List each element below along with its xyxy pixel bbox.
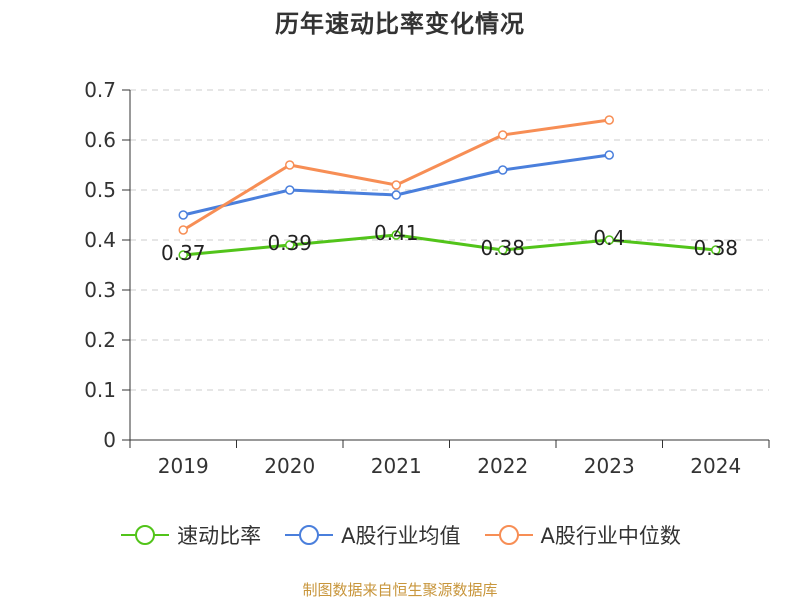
x-tick-label: 2020	[264, 454, 315, 478]
data-point	[391, 190, 401, 200]
data-point	[604, 115, 614, 125]
y-tick-label: 0.6	[84, 128, 116, 152]
data-point	[178, 210, 188, 220]
data-point	[498, 130, 508, 140]
legend: 速动比率 A股行业均值 A股行业中位数	[0, 520, 800, 550]
data-point	[285, 240, 295, 250]
data-label: 0.41	[374, 221, 419, 245]
y-tick-label: 0.4	[84, 228, 116, 252]
y-tick-label: 0.5	[84, 178, 116, 202]
data-point	[711, 245, 721, 255]
legend-marker-icon	[484, 525, 533, 545]
y-tick-label: 0	[103, 428, 116, 452]
grid-lines	[130, 89, 769, 391]
axes: 0 0.1 0.2 0.3 0.4 0.5 0.6 0.7 2019 2020 2021 2022 20…	[84, 78, 770, 478]
data-point	[391, 230, 401, 240]
series-line	[183, 233, 716, 257]
data-point	[285, 160, 295, 170]
data-point	[285, 185, 295, 195]
data-point	[391, 180, 401, 190]
chart-title: 历年速动比率变化情况	[275, 10, 525, 38]
data-point	[604, 235, 614, 245]
x-tick-label: 2019	[158, 454, 209, 478]
data-point	[498, 165, 508, 175]
legend-item[interactable]: A股行业均值	[283, 520, 461, 550]
series-lines	[178, 115, 721, 260]
y-tick-label: 0.2	[84, 328, 116, 352]
x-tick-label: 2024	[690, 454, 741, 478]
data-label: 0.37	[161, 241, 206, 265]
source-footer: 制图数据来自恒生聚源数据库	[302, 581, 498, 599]
legend-item[interactable]: A股行业中位数	[483, 520, 681, 550]
legend-label: A股行业均值	[341, 524, 461, 548]
data-label: 0.38	[693, 236, 738, 260]
y-tick-label: 0.3	[84, 278, 116, 302]
legend-marker-icon	[121, 525, 170, 545]
data-point	[178, 225, 188, 235]
x-tick-label: 2022	[477, 454, 528, 478]
x-tick-label: 2023	[584, 454, 635, 478]
series-line	[182, 118, 610, 232]
data-point	[498, 245, 508, 255]
data-point	[178, 250, 188, 260]
y-tick-label: 0.1	[84, 378, 116, 402]
legend-label: 速动比率	[177, 524, 262, 548]
data-label: 0.39	[267, 231, 312, 255]
x-tick-label: 2021	[371, 454, 422, 478]
y-tick-label: 0.7	[84, 78, 116, 102]
legend-marker-icon	[285, 525, 334, 545]
legend-item[interactable]: 速动比率	[119, 520, 261, 550]
data-point	[604, 150, 614, 160]
data-label: 0.38	[480, 236, 525, 260]
data-label: 0.4	[593, 226, 625, 250]
legend-label: A股行业中位数	[540, 524, 681, 548]
data-labels: 0.37 0.39 0.41 0.38 0.4 0.38	[161, 221, 738, 265]
